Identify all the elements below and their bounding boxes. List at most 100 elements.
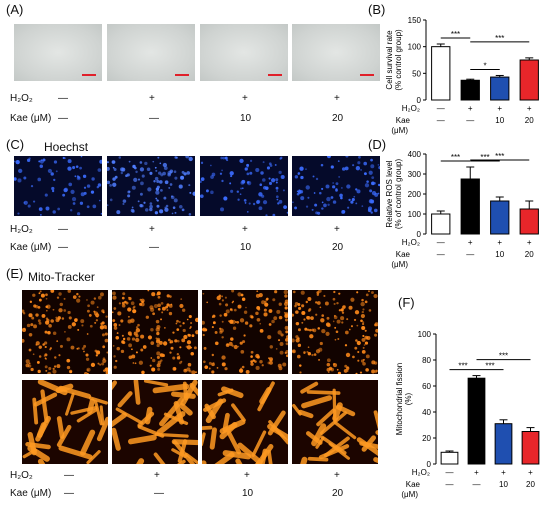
- speck-mark: [307, 196, 310, 199]
- speck-mark: [246, 181, 250, 184]
- bar-h2o2: [460, 79, 480, 101]
- speck-mark: [355, 372, 358, 374]
- speck-mark: [135, 328, 141, 333]
- bar-control: [431, 46, 451, 101]
- speck-mark: [122, 337, 126, 341]
- speck-mark: [128, 296, 130, 299]
- speck-mark: [333, 302, 336, 306]
- speck-mark: [32, 353, 35, 356]
- speck-mark: [161, 311, 164, 314]
- mitochondrion-mark: [318, 444, 350, 460]
- speck-mark: [114, 175, 118, 179]
- speck-mark: [263, 308, 267, 312]
- speck-mark: [67, 166, 72, 171]
- speck-mark: [118, 324, 121, 327]
- speck-mark: [360, 359, 365, 363]
- speck-mark: [214, 341, 219, 346]
- speck-mark: [186, 318, 189, 321]
- mitochondrion-mark: [137, 411, 155, 428]
- speck-mark: [211, 326, 214, 329]
- speck-mark: [332, 200, 337, 204]
- speck-mark: [340, 308, 344, 312]
- speck-mark: [164, 206, 167, 209]
- speck-mark: [37, 369, 41, 374]
- speck-mark: [63, 297, 66, 300]
- kae-value: 20: [525, 116, 534, 125]
- speck-mark: [294, 175, 299, 179]
- speck-mark: [64, 331, 66, 333]
- mitochondrion-mark: [56, 424, 72, 448]
- speck-mark: [160, 173, 164, 177]
- speck-mark: [212, 362, 215, 364]
- c-kae-kae20: 20: [332, 242, 344, 253]
- kae-value: —: [466, 250, 474, 259]
- speck-mark: [327, 203, 330, 207]
- speck-mark: [189, 327, 192, 330]
- speck-mark: [362, 308, 365, 311]
- speck-mark: [186, 340, 192, 345]
- speck-mark: [317, 211, 321, 215]
- speck-mark: [26, 323, 31, 328]
- speck-mark: [339, 193, 343, 198]
- mitochondrion-mark: [251, 430, 267, 457]
- mitochondrion-mark: [316, 408, 336, 427]
- bar-kae-20: [521, 431, 540, 465]
- speck-mark: [375, 369, 378, 373]
- mitochondrion-mark: [80, 429, 96, 456]
- speck-mark: [279, 157, 282, 160]
- speck-mark: [139, 192, 143, 196]
- speck-mark: [166, 303, 170, 307]
- speck-mark: [333, 290, 336, 294]
- speck-mark: [268, 177, 271, 180]
- speck-mark: [257, 307, 261, 311]
- speck-mark: [299, 166, 304, 171]
- speck-mark: [172, 331, 175, 334]
- significance-label: ***: [458, 362, 467, 371]
- h2o2-value: +: [468, 238, 473, 247]
- speck-mark: [361, 298, 364, 302]
- speck-mark: [77, 212, 81, 216]
- speck-mark: [120, 349, 125, 354]
- speck-mark: [221, 179, 224, 183]
- y-tick-label: 200: [408, 190, 422, 199]
- speck-mark: [58, 354, 61, 357]
- speck-mark: [241, 187, 244, 190]
- speck-mark: [38, 321, 42, 325]
- speck-mark: [334, 326, 337, 329]
- mitochondrion-mark: [76, 408, 98, 423]
- speck-mark: [107, 180, 111, 185]
- mitochondrion-mark: [65, 392, 75, 416]
- speck-mark: [118, 156, 122, 159]
- speck-mark: [130, 208, 135, 213]
- speck-mark: [292, 338, 295, 343]
- speck-mark: [261, 364, 264, 367]
- speck-mark: [132, 306, 135, 310]
- speck-mark: [109, 198, 113, 202]
- speck-mark: [277, 202, 280, 205]
- mitochondrion-mark: [202, 425, 213, 431]
- speck-mark: [90, 362, 96, 368]
- speck-mark: [135, 326, 139, 329]
- speck-mark: [52, 210, 56, 214]
- y-tick-label: 400: [408, 150, 422, 159]
- speck-mark: [83, 350, 85, 353]
- speck-mark: [182, 328, 186, 333]
- speck-mark: [321, 328, 326, 334]
- speck-mark: [86, 333, 89, 335]
- mitochondrion-mark: [136, 458, 145, 464]
- mitotracker-zoom-h2o2: [112, 380, 198, 464]
- speck-mark: [283, 311, 286, 314]
- speck-mark: [357, 350, 360, 354]
- speck-mark: [142, 345, 147, 349]
- scale-bar: [82, 74, 96, 76]
- speck-mark: [321, 187, 324, 191]
- speck-mark: [188, 314, 192, 319]
- speck-mark: [313, 192, 316, 194]
- speck-mark: [68, 316, 72, 320]
- speck-mark: [112, 182, 117, 187]
- speck-mark: [362, 334, 365, 337]
- h2o2-value: +: [497, 104, 502, 113]
- speck-mark: [268, 357, 270, 360]
- speck-mark: [72, 202, 76, 205]
- speck-mark: [122, 292, 126, 296]
